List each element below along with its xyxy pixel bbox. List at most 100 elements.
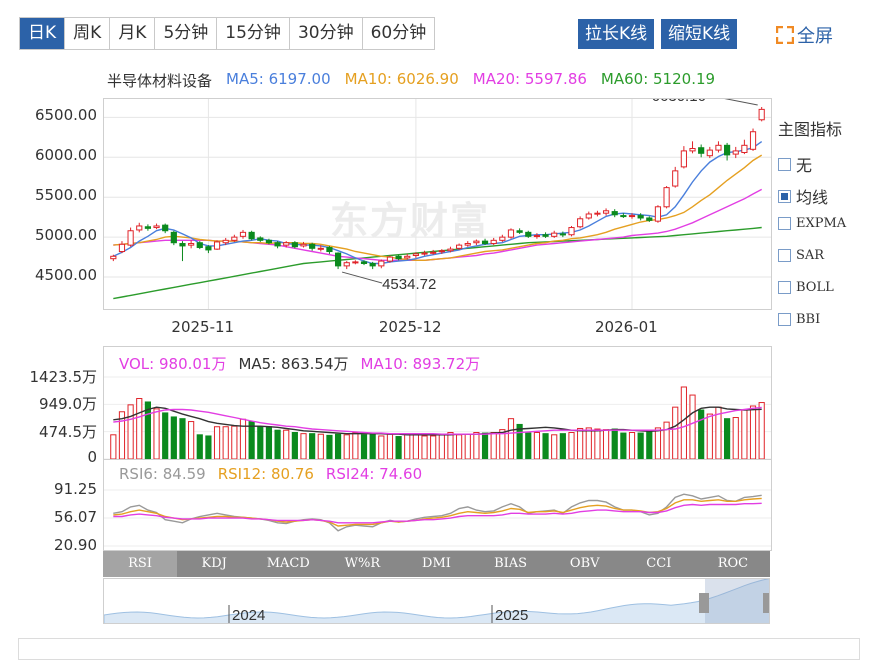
candle-body (507, 229, 515, 238)
main-indicator-title: 主图指标 (778, 120, 843, 139)
volume-bar (490, 432, 497, 459)
candle-body (464, 243, 471, 246)
volume-bar (127, 404, 134, 459)
volume-bar (741, 409, 748, 459)
candle-body (568, 227, 575, 236)
volume-bar (265, 426, 273, 459)
indicator-option-0[interactable]: 无 (778, 152, 812, 176)
candle-body (749, 131, 757, 150)
volume-bar (404, 433, 411, 459)
indicator-tab-macd[interactable]: MACD (266, 556, 310, 571)
stretch-kline-button[interactable]: 拉长K线 (578, 19, 655, 49)
indicator-tab-obv[interactable]: OBV (569, 556, 600, 571)
candle-body (672, 170, 679, 187)
tab-1[interactable]: 周K (65, 18, 111, 49)
indicator-checkbox[interactable] (778, 189, 791, 203)
candle-body (265, 239, 273, 244)
indicator-option-3[interactable]: SAR (778, 248, 824, 263)
indicator-checkbox[interactable] (778, 157, 791, 171)
indicator-tab-rsi[interactable]: RSI (103, 551, 178, 577)
indicator-option-5[interactable]: BBI (778, 312, 820, 327)
volume-bar (473, 432, 480, 459)
indicator-checkbox[interactable] (778, 217, 791, 230)
volume-bar (559, 433, 566, 459)
candle-body (291, 242, 298, 248)
kline-panel: 6630.16 4534.72 (103, 98, 772, 310)
navigator-area (104, 579, 769, 623)
indicator-option-4[interactable]: BOLL (778, 280, 834, 295)
indicator-tab-wrr[interactable]: W%R (344, 556, 381, 571)
indicator-tabs: RSI KDJ MACD W%R DMI BIAS OBV CCI ROC (103, 551, 770, 577)
rsi-chart (104, 489, 771, 547)
tab-6[interactable]: 60分钟 (362, 18, 435, 49)
volume-bar (326, 434, 333, 459)
tab-2[interactable]: 月K (110, 18, 156, 49)
vol-ma5-legend: MA5: 863.54万 (238, 355, 349, 373)
volume-bar (611, 428, 618, 459)
navigator-label: 2025 (495, 607, 528, 624)
candle-body (602, 210, 610, 214)
candle-body (239, 231, 247, 237)
indicator-tab-roc[interactable]: ROC (717, 556, 749, 571)
candle-body (421, 252, 428, 255)
candle-body (136, 225, 143, 231)
candle-body (343, 262, 350, 267)
indicator-option-label: 无 (796, 156, 813, 175)
candle-body (438, 250, 445, 253)
candle-body (698, 147, 705, 154)
fullscreen-icon (776, 26, 794, 44)
tab-4[interactable]: 15分钟 (217, 18, 290, 49)
volume-bar (542, 433, 549, 459)
volume-bar (360, 434, 368, 459)
volume-bar (170, 416, 177, 459)
indicator-checkbox[interactable] (778, 313, 791, 326)
volume-bar (136, 398, 143, 459)
candle-body (542, 234, 549, 237)
indicator-checkbox[interactable] (778, 281, 791, 294)
vol-ma10-legend: MA10: 893.72万 (360, 355, 481, 373)
navigator-handle-left (699, 593, 709, 613)
candle-body (179, 243, 186, 247)
fullscreen-button[interactable]: 全屏 (776, 22, 833, 48)
volume-bar (533, 432, 541, 459)
candle-body (654, 206, 662, 222)
candle-body (447, 248, 454, 252)
candle-body (577, 218, 584, 228)
tab-0[interactable]: 日K (20, 18, 66, 49)
indicator-tab-dmi[interactable]: DMI (422, 556, 451, 571)
rsi-y-tick: 91.25 (54, 480, 97, 498)
indicator-option-label: BBI (796, 312, 821, 327)
candle-body (473, 240, 480, 244)
candle-body (127, 230, 134, 246)
candle-body (663, 187, 670, 208)
tab-5[interactable]: 30分钟 (289, 18, 363, 49)
indicator-option-2[interactable]: EXPMA (778, 216, 846, 231)
ma20-legend: MA20: 5597.86 (472, 70, 587, 88)
volume-bar (438, 434, 445, 459)
volume-bar (421, 435, 428, 459)
rsi-panel (103, 460, 772, 551)
indicator-option-1[interactable]: 均线 (778, 184, 828, 208)
volume-y-tick: 474.5万 (39, 422, 97, 441)
navigator[interactable]: 2024 2025 (103, 578, 770, 624)
volume-bar (680, 386, 687, 459)
candle-body (153, 225, 160, 229)
candle-body (637, 215, 644, 219)
watermark: 东方财富 (330, 199, 491, 243)
indicator-tab-bias[interactable]: BIAS (494, 556, 528, 571)
indicator-option-label: EXPMA (796, 216, 847, 231)
indicator-tab-cci[interactable]: CCI (646, 556, 672, 571)
indicator-checkbox[interactable] (778, 249, 791, 262)
shrink-kline-button[interactable]: 缩短K线 (661, 19, 738, 49)
candle-body (144, 226, 151, 229)
indicator-tab-kdj[interactable]: KDJ (201, 556, 227, 571)
candle-body (231, 236, 238, 241)
candle-body (412, 253, 419, 257)
volume-bar (456, 434, 463, 459)
indicator-option-label: BOLL (796, 280, 834, 295)
volume-bar (300, 433, 307, 459)
tab-3[interactable]: 5分钟 (155, 18, 218, 49)
volume-bar (447, 432, 454, 459)
volume-bar (706, 413, 713, 459)
candle-body (334, 252, 342, 267)
